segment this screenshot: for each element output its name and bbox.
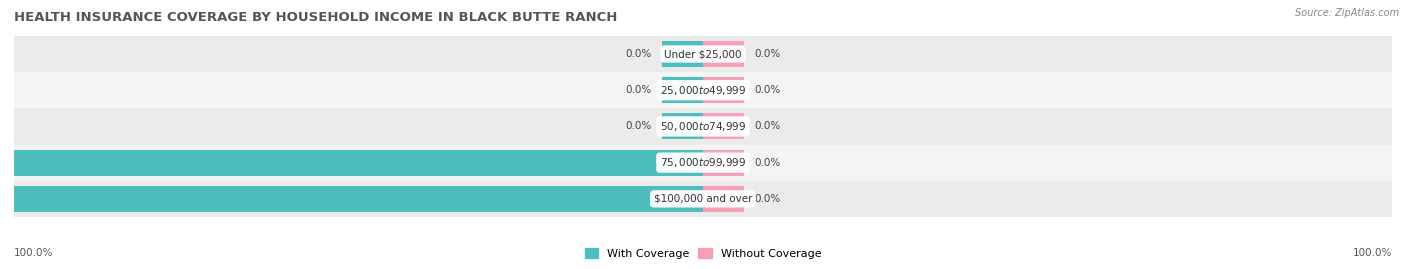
Text: 0.0%: 0.0% — [755, 158, 780, 168]
Text: $75,000 to $99,999: $75,000 to $99,999 — [659, 156, 747, 169]
Bar — [703, 186, 744, 212]
Text: 0.0%: 0.0% — [626, 49, 651, 59]
Bar — [14, 186, 703, 212]
Legend: With Coverage, Without Coverage: With Coverage, Without Coverage — [582, 245, 824, 262]
Text: 100.0%: 100.0% — [0, 194, 4, 204]
Text: $100,000 and over: $100,000 and over — [654, 194, 752, 204]
Bar — [14, 150, 703, 176]
Text: Source: ZipAtlas.com: Source: ZipAtlas.com — [1295, 8, 1399, 18]
Text: 0.0%: 0.0% — [755, 85, 780, 95]
Text: 0.0%: 0.0% — [755, 121, 780, 132]
Text: 0.0%: 0.0% — [755, 194, 780, 204]
Bar — [662, 41, 703, 67]
Text: 0.0%: 0.0% — [626, 121, 651, 132]
Text: $50,000 to $74,999: $50,000 to $74,999 — [659, 120, 747, 133]
Text: 0.0%: 0.0% — [626, 85, 651, 95]
Bar — [14, 36, 1392, 72]
Bar — [14, 181, 1392, 217]
Text: 100.0%: 100.0% — [1353, 248, 1392, 258]
Text: 100.0%: 100.0% — [0, 158, 4, 168]
Text: 0.0%: 0.0% — [755, 49, 780, 59]
Bar — [703, 114, 744, 139]
Text: $25,000 to $49,999: $25,000 to $49,999 — [659, 84, 747, 97]
Bar — [703, 77, 744, 103]
Bar — [662, 114, 703, 139]
Text: 100.0%: 100.0% — [14, 248, 53, 258]
Bar — [662, 77, 703, 103]
Text: HEALTH INSURANCE COVERAGE BY HOUSEHOLD INCOME IN BLACK BUTTE RANCH: HEALTH INSURANCE COVERAGE BY HOUSEHOLD I… — [14, 11, 617, 24]
Bar — [14, 144, 1392, 181]
Bar — [703, 150, 744, 176]
Bar — [14, 72, 1392, 108]
Bar — [703, 41, 744, 67]
Text: Under $25,000: Under $25,000 — [664, 49, 742, 59]
Bar — [14, 108, 1392, 144]
